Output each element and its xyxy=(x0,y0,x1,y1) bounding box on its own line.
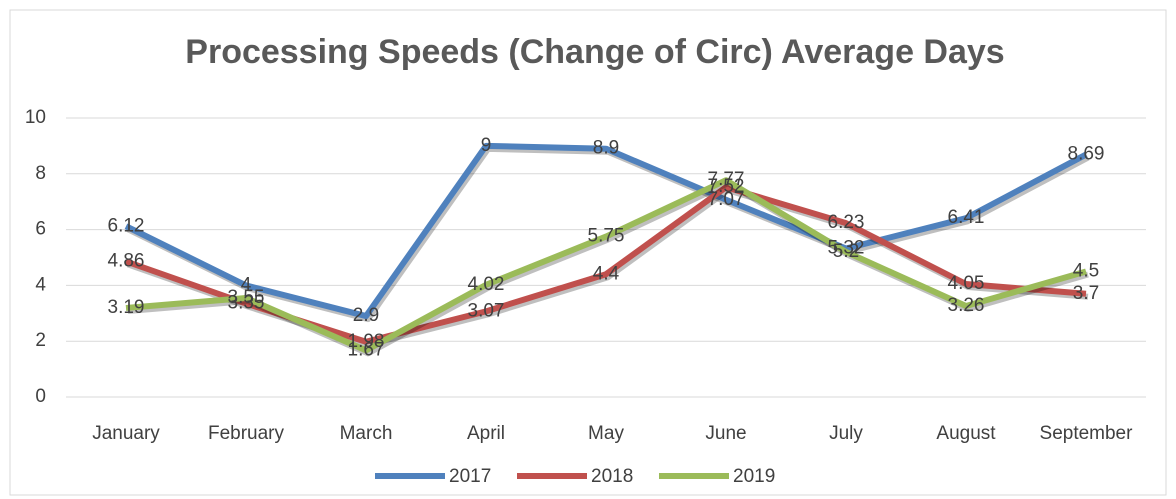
data-label: 7.77 xyxy=(708,169,745,190)
data-label: 1.98 xyxy=(348,331,385,352)
y-tick-label: 0 xyxy=(35,386,46,407)
data-label: 3.35 xyxy=(228,293,265,314)
data-label: 4.86 xyxy=(108,250,145,271)
data-label: 6.23 xyxy=(828,212,865,233)
data-label: 6.41 xyxy=(948,207,985,228)
data-label: 8.9 xyxy=(593,138,619,159)
data-label: 2.9 xyxy=(353,305,379,326)
data-label: 6.12 xyxy=(108,215,145,236)
data-label: 3.7 xyxy=(1073,283,1099,304)
x-tick-label: June xyxy=(705,423,746,444)
data-label: 4.4 xyxy=(593,263,620,284)
y-tick-label: 8 xyxy=(35,163,46,184)
data-label: 8.69 xyxy=(1068,144,1105,165)
y-tick-label: 10 xyxy=(25,107,46,128)
data-label: 5.2 xyxy=(833,241,859,262)
data-label: 4 xyxy=(241,274,252,295)
data-label: 9 xyxy=(481,135,492,156)
data-label: 3.07 xyxy=(468,300,505,321)
data-label: 4.5 xyxy=(1073,260,1099,281)
data-label: 7.07 xyxy=(708,189,745,210)
x-tick-label: April xyxy=(467,423,505,444)
chart-title: Processing Speeds (Change of Circ) Avera… xyxy=(185,33,1004,71)
data-label: 5.32 xyxy=(828,238,865,259)
y-tick-label: 4 xyxy=(35,274,46,295)
legend-label: 2018 xyxy=(591,466,633,487)
series-line xyxy=(125,177,1087,354)
x-tick-label: March xyxy=(340,423,393,444)
data-label: 3.55 xyxy=(228,287,265,308)
x-tick-label: August xyxy=(936,423,996,444)
data-label: 7.52 xyxy=(708,176,745,197)
data-label: 3.19 xyxy=(108,297,145,318)
x-tick-label: February xyxy=(208,423,285,444)
data-label: 1.67 xyxy=(348,339,385,360)
y-tick-label: 6 xyxy=(35,219,46,240)
x-tick-label: May xyxy=(588,423,624,444)
data-label: 5.75 xyxy=(588,226,625,247)
data-label: 3.26 xyxy=(948,295,985,316)
x-tick-label: September xyxy=(1040,423,1134,444)
data-label: 4.05 xyxy=(948,273,985,294)
y-tick-label: 2 xyxy=(35,330,46,351)
series-line xyxy=(124,142,1088,320)
chart-border xyxy=(9,9,1167,496)
legend-label: 2019 xyxy=(733,466,775,487)
x-tick-label: January xyxy=(92,423,160,444)
legend-label: 2017 xyxy=(449,466,491,487)
data-label: 4.02 xyxy=(468,274,505,295)
x-tick-label: July xyxy=(829,423,863,444)
